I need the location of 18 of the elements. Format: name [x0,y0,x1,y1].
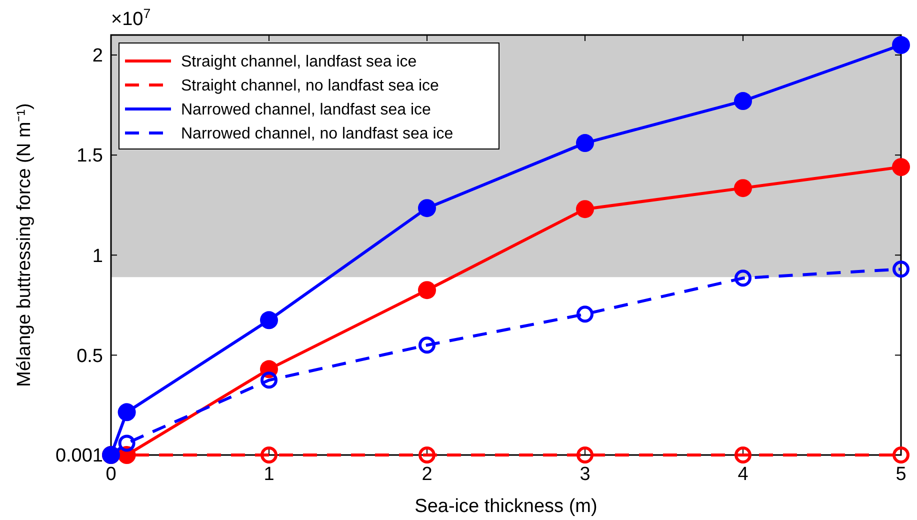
y-tick-label: 0.5 [76,346,103,367]
legend-label: Narrowed channel, landfast sea ice [181,102,432,119]
legend-label: Narrowed channel, no landfast sea ice [181,126,454,143]
x-tick-label: 4 [738,464,749,485]
x-tick-label: 0 [106,464,116,485]
text: ×10$^{7}$ [111,6,151,30]
x-tick-label: 1 [264,464,274,485]
y-tick-label: 2 [92,46,103,67]
y-axis-title: Mélange buttressing force (N m⁻¹) [14,103,35,387]
legend-label: Straight channel, landfast sea ice [181,54,417,71]
x-tick-label: 3 [580,464,590,485]
x-tick-label: 2 [422,464,432,485]
y-tick-label: 0.001 [55,446,103,467]
y-tick-label: 1.5 [76,146,103,167]
x-tick-label: 5 [896,464,906,485]
legend-label: Straight channel, no landfast sea ice [181,78,440,95]
y-tick-label: 1 [92,246,103,267]
x-axis-title: Sea-ice thickness (m) [414,496,598,517]
